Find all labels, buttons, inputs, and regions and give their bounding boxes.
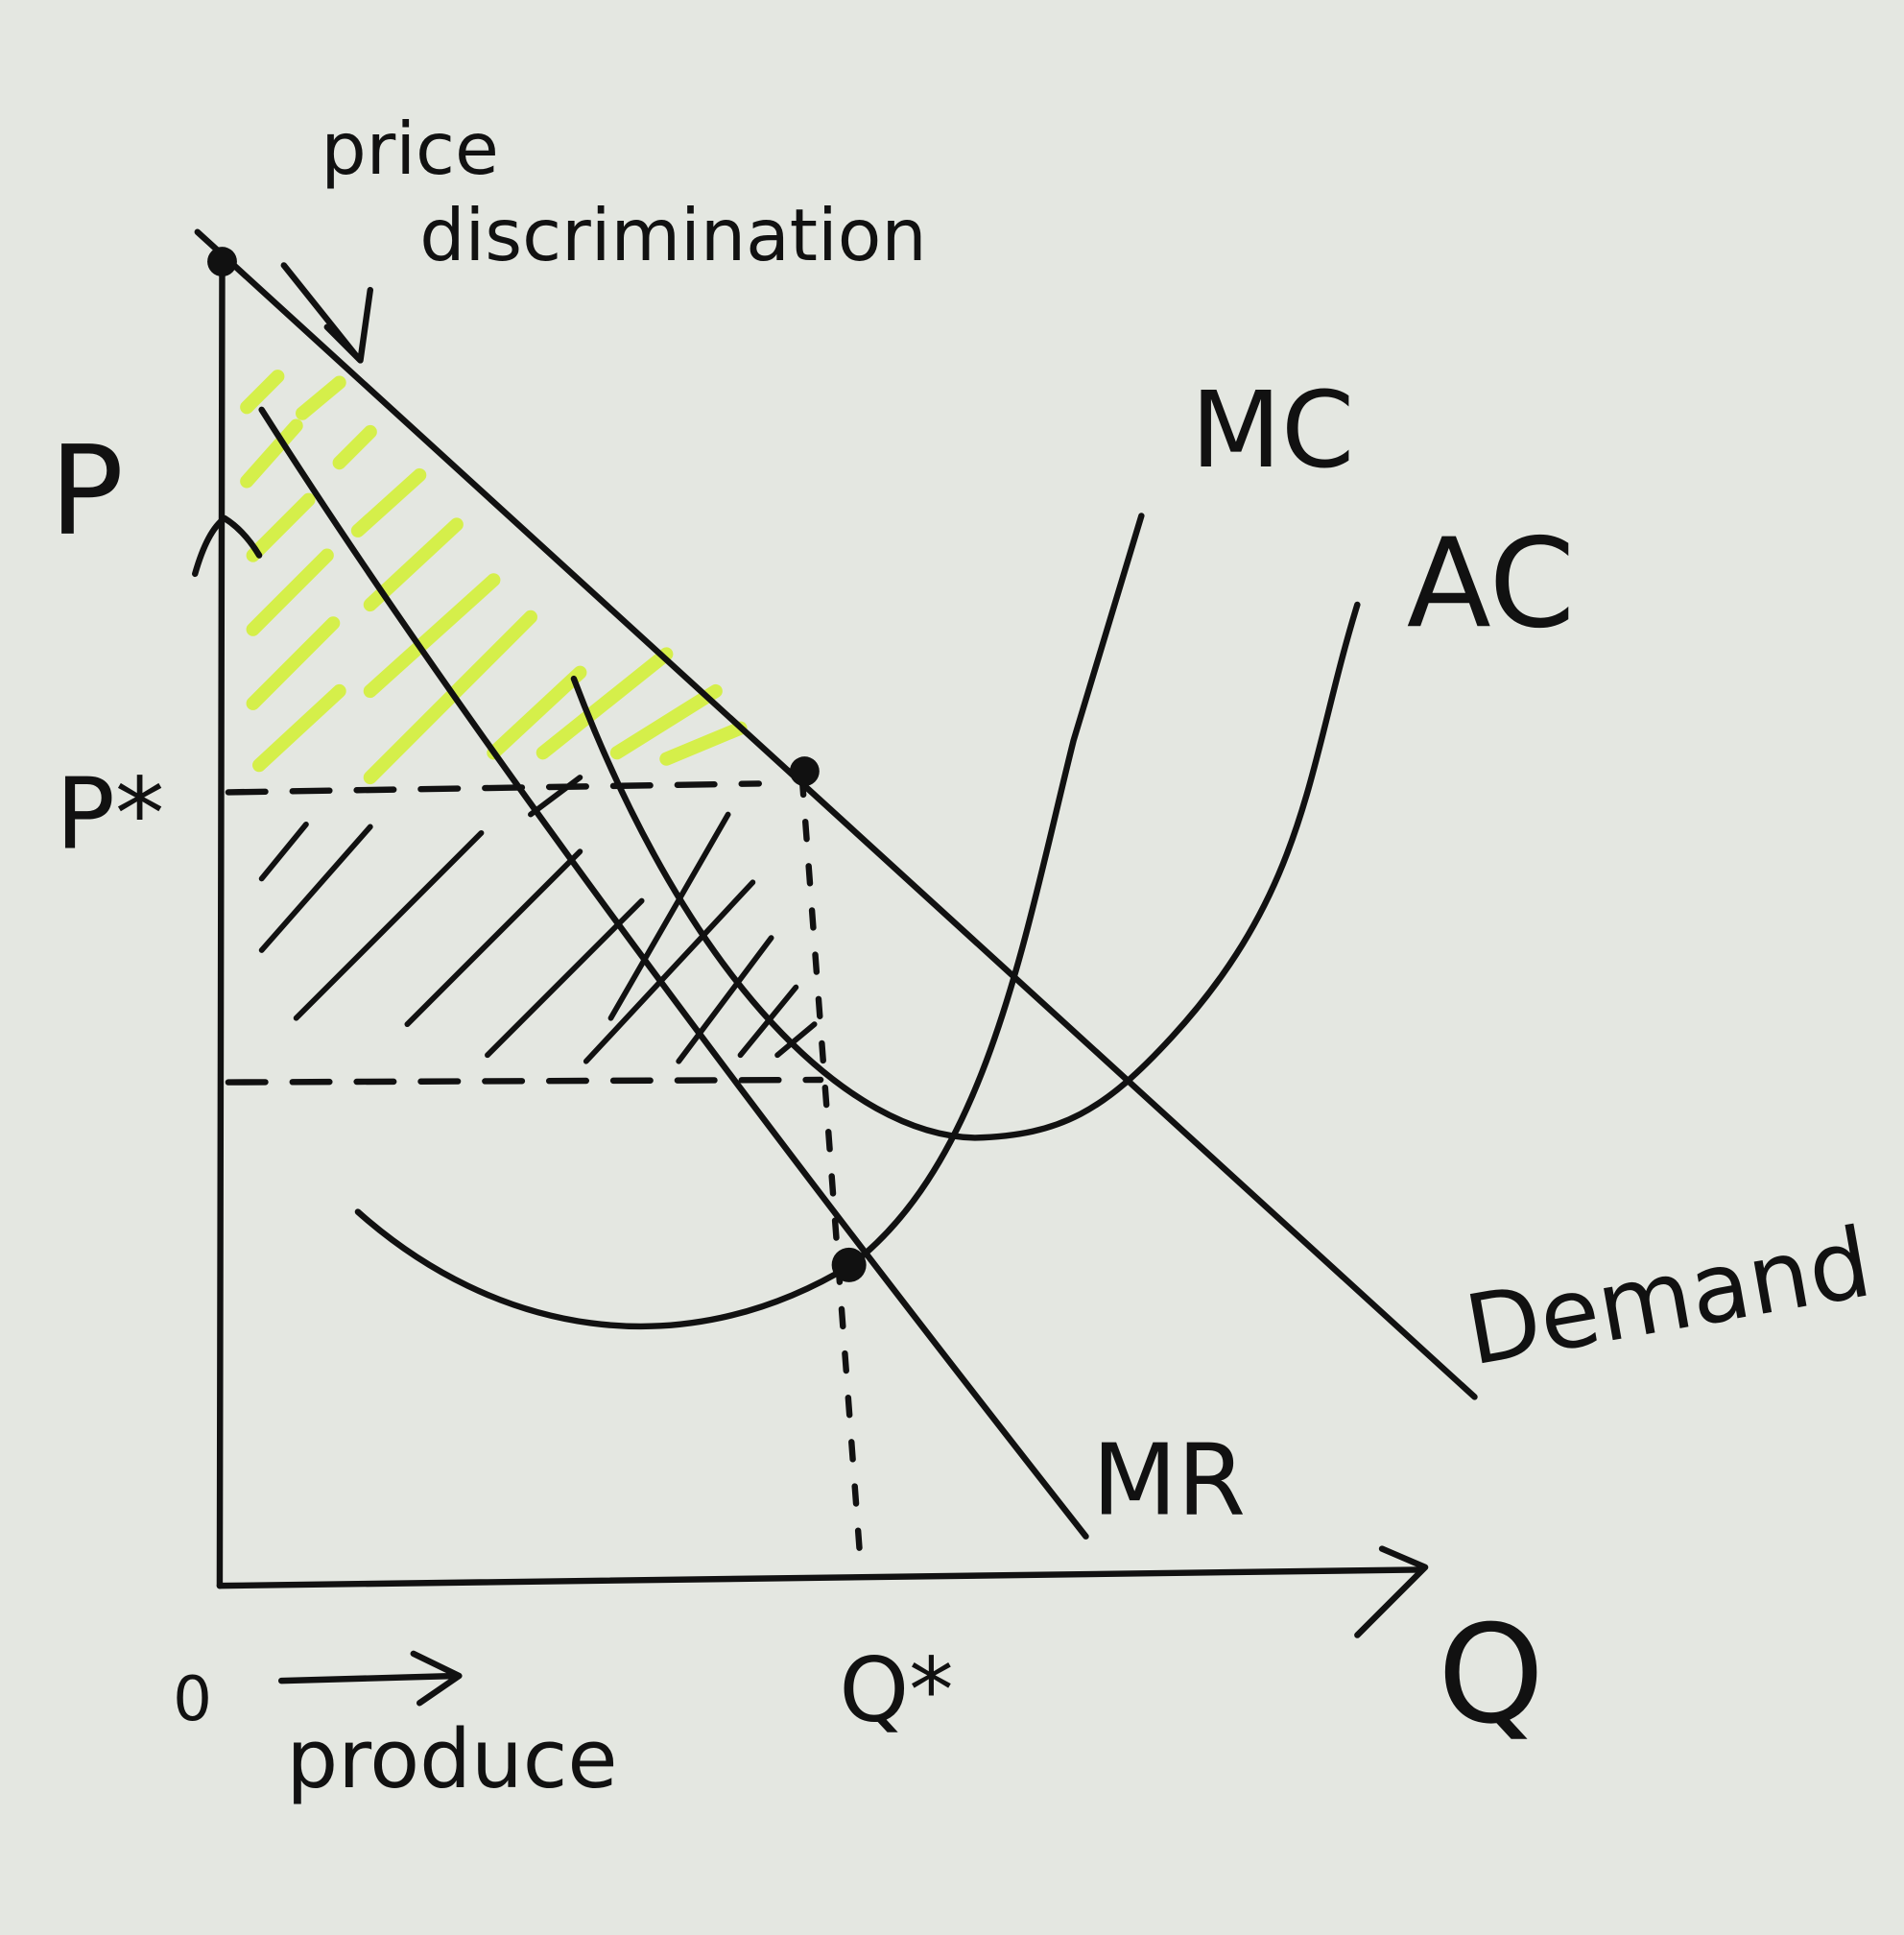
produce-label: produce	[286, 1712, 617, 1807]
title-arrow	[280, 262, 373, 364]
ac-curve	[570, 601, 1361, 1141]
point	[207, 247, 237, 276]
price-axis-arrow	[192, 514, 263, 578]
highlight-hatching	[240, 370, 748, 785]
title-line: price	[321, 108, 499, 191]
produce-arrow	[278, 1650, 463, 1707]
q-star-dotted-line	[798, 774, 864, 1561]
demand-curve	[194, 228, 1478, 1400]
mr-curve	[258, 406, 1089, 1540]
point	[831, 1247, 867, 1282]
quantity-axis-arrow	[1354, 1545, 1429, 1638]
curve-label: MR	[1092, 1424, 1246, 1539]
axis-label: P	[50, 420, 125, 563]
origin-label: 0	[173, 1663, 212, 1735]
axis-tick-label: Q*	[839, 1638, 953, 1742]
curve-label: AC	[1407, 513, 1575, 656]
p-star-dashed-line	[225, 780, 762, 796]
axis-label: Q	[1438, 1597, 1544, 1755]
guides	[225, 774, 864, 1561]
points	[207, 247, 867, 1282]
title-line: discrimination	[419, 194, 926, 277]
curve-label: MC	[1191, 370, 1355, 491]
cost-dashed-line	[225, 1076, 824, 1086]
quantity-axis-line	[216, 1566, 1422, 1589]
black-hatching	[258, 775, 818, 1064]
price-axis-line	[216, 255, 226, 1589]
point	[789, 756, 820, 786]
axes	[192, 255, 1429, 1638]
axis-tick-label: P*	[56, 757, 164, 872]
